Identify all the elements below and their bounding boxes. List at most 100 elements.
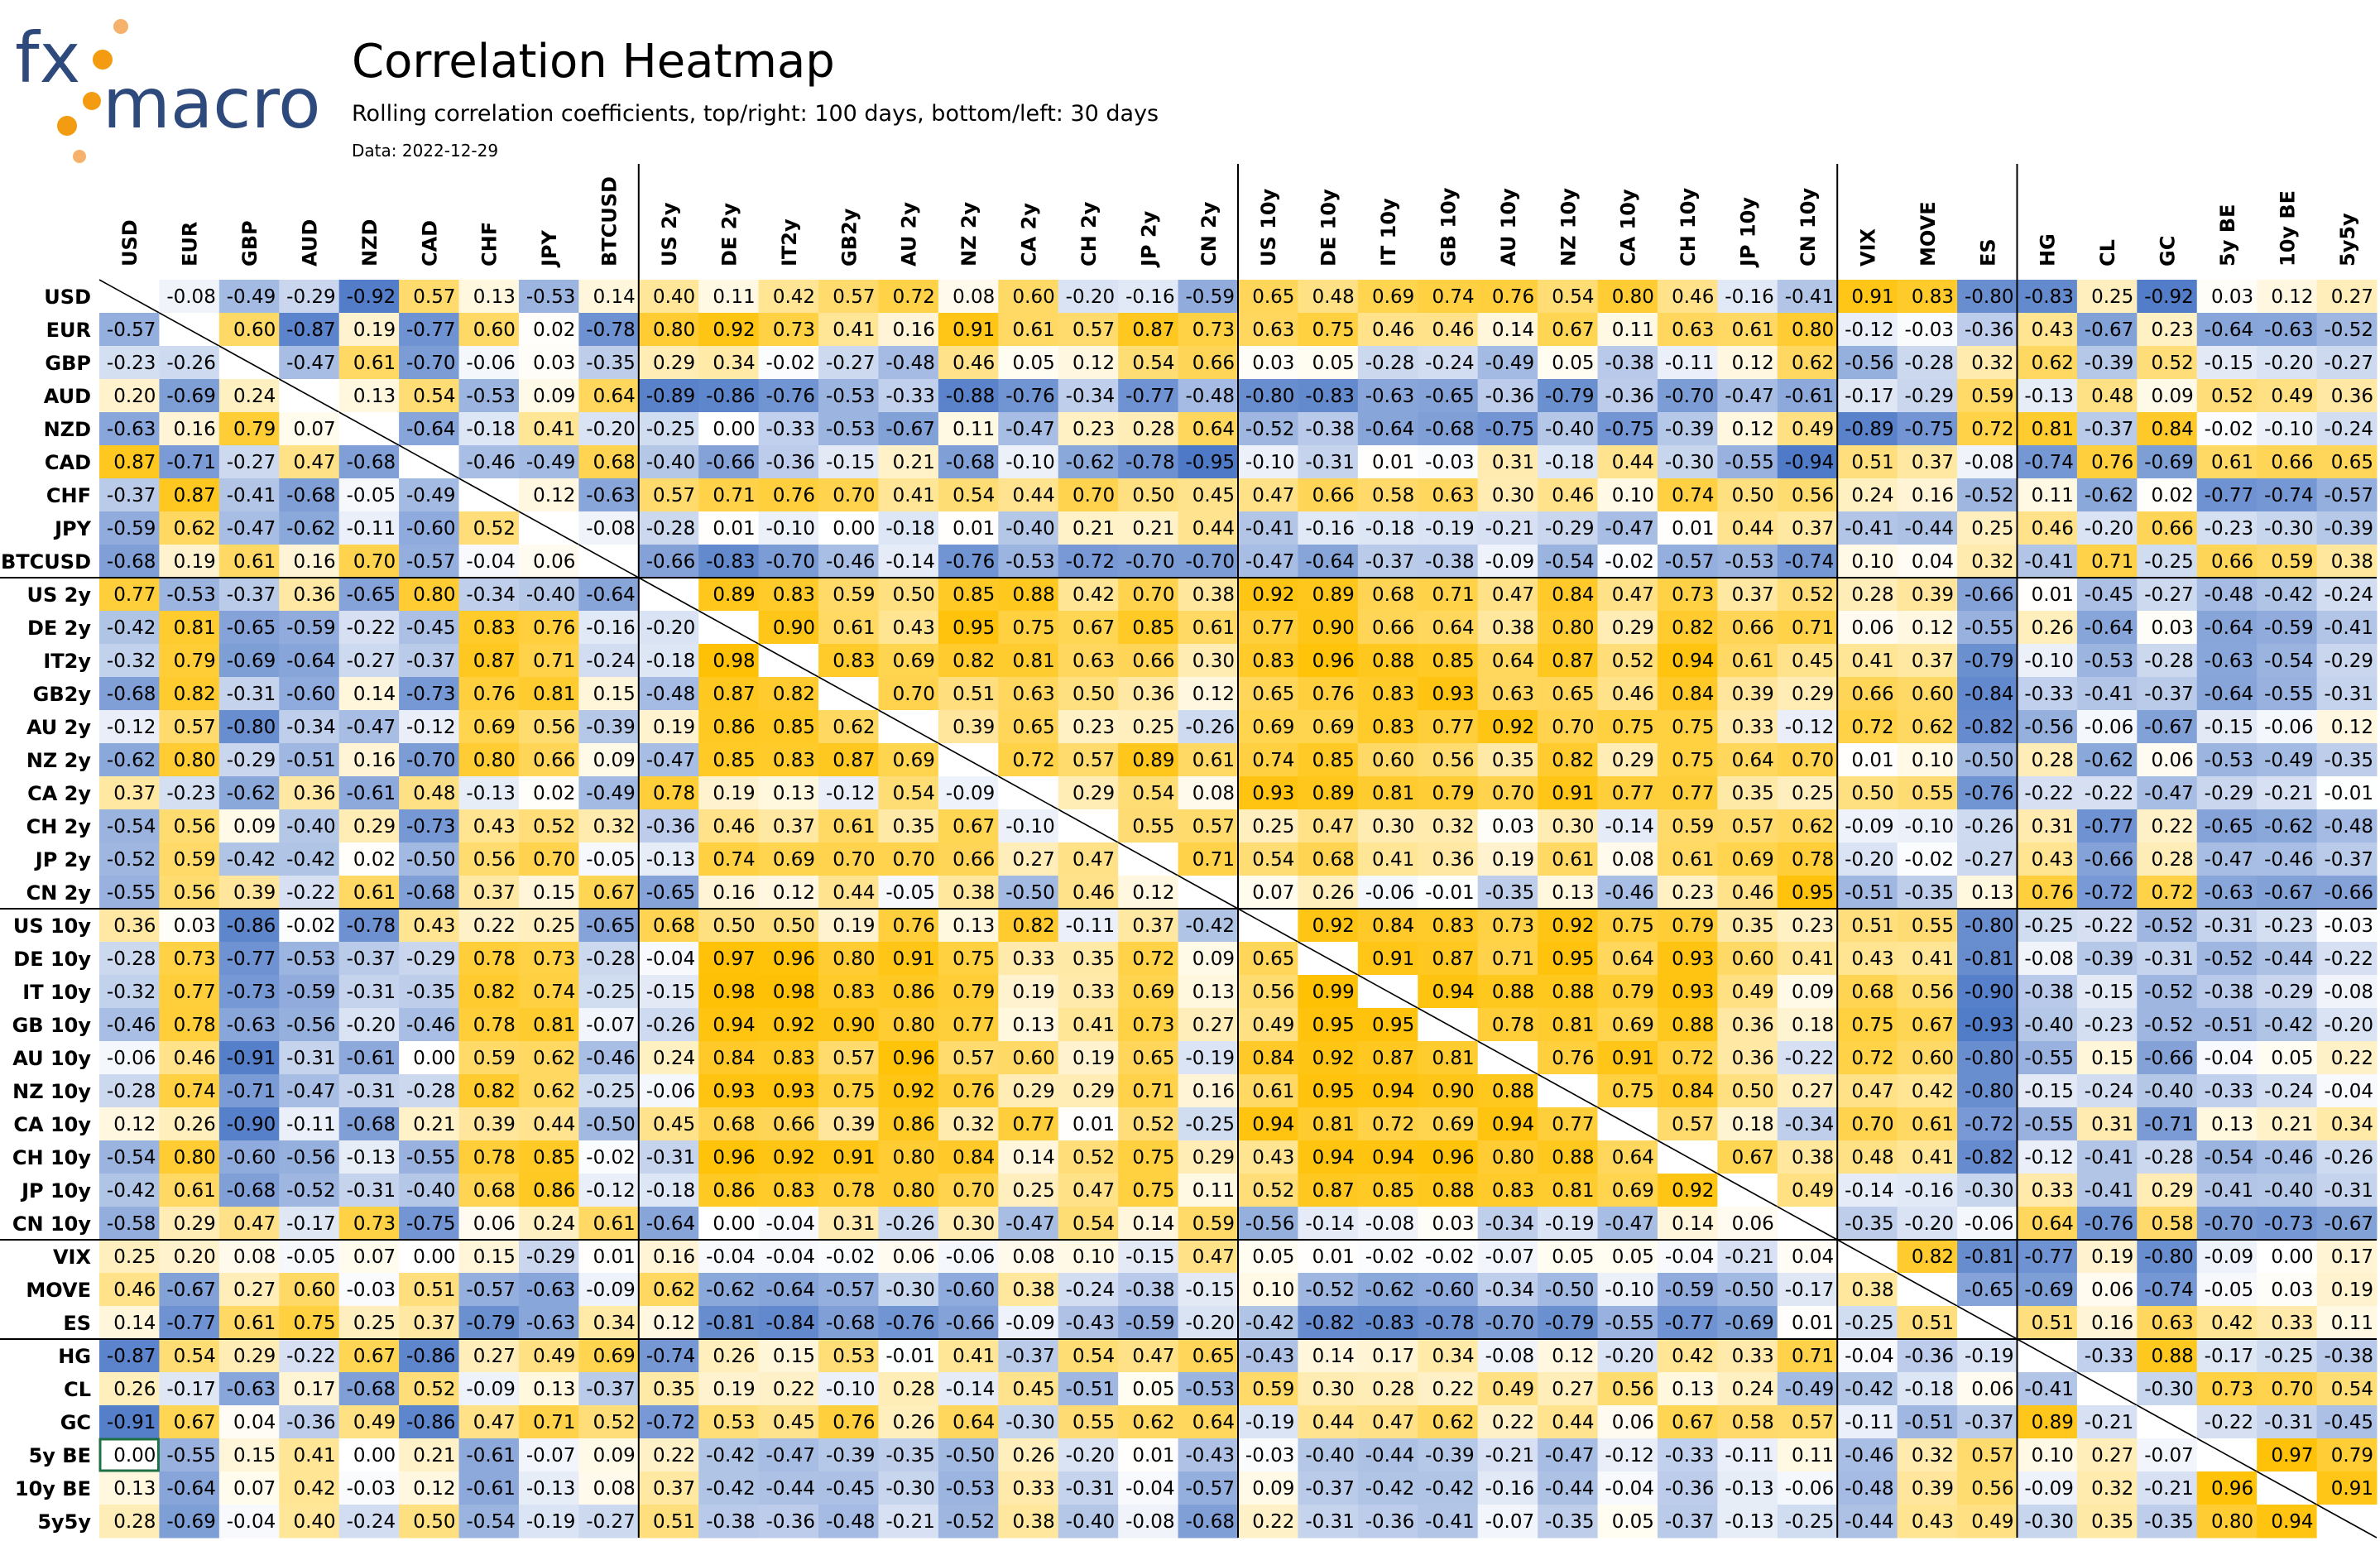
heatmap-cell-value: -0.22 <box>2085 915 2134 937</box>
heatmap-cell-value: -0.55 <box>406 1147 456 1169</box>
heatmap-cell-value: -0.04 <box>2324 1081 2373 1102</box>
heatmap-cell-value: 0.57 <box>174 717 216 738</box>
heatmap-cell-value: 0.83 <box>773 1180 815 1202</box>
heatmap-cell-value: 0.57 <box>653 485 695 506</box>
heatmap-cell <box>99 412 160 446</box>
heatmap-cell-value: -0.63 <box>2205 650 2254 672</box>
heatmap-cell-value: -0.53 <box>466 386 516 407</box>
heatmap-cell-value: -0.36 <box>1365 1511 1415 1533</box>
heatmap-cell-value: -0.40 <box>1005 518 1055 540</box>
heatmap-cell-value: 0.26 <box>1312 882 1355 904</box>
heatmap-cell-value: -0.37 <box>227 584 276 606</box>
heatmap-cell-value: 0.38 <box>1851 1279 1893 1301</box>
heatmap-cell-value: -0.76 <box>766 386 816 407</box>
heatmap-cell-value: -0.04 <box>646 948 696 970</box>
heatmap-cell-value: -0.69 <box>2024 1279 2074 1301</box>
heatmap-cell-value: -0.31 <box>227 684 276 705</box>
heatmap-cell <box>2257 346 2318 380</box>
heatmap-cell-value: -0.56 <box>286 1147 336 1169</box>
heatmap-cell <box>2137 280 2198 314</box>
heatmap-cell <box>1418 412 1479 446</box>
heatmap-cell-value: 0.80 <box>174 750 216 771</box>
heatmap-cell-value: 0.62 <box>2032 353 2074 374</box>
heatmap-cell-value: 0.74 <box>713 849 755 871</box>
heatmap-cell-value: 0.06 <box>1851 617 1893 639</box>
heatmap-cell-value: 0.52 <box>1132 1114 1174 1135</box>
row-label: DE 2y <box>27 617 91 640</box>
heatmap-cell-value: -0.60 <box>1425 1279 1475 1301</box>
heatmap-cell-value: -0.07 <box>1485 1246 1535 1268</box>
heatmap-cell-value: 0.38 <box>952 882 995 904</box>
heatmap-cell-value: -0.42 <box>107 1180 156 1202</box>
heatmap-cell-value: 0.44 <box>1552 1412 1594 1433</box>
heatmap-cell-value: 0.19 <box>1072 1048 1115 1069</box>
heatmap-cell-value: -0.68 <box>347 1114 396 1135</box>
heatmap-cell <box>218 478 280 512</box>
heatmap-cell-value: 0.69 <box>893 650 935 672</box>
heatmap-cell <box>518 346 579 380</box>
heatmap-cell-value: -0.53 <box>826 419 876 440</box>
heatmap-cell-value: 0.42 <box>293 1478 335 1500</box>
heatmap-cell-value: 0.66 <box>773 1114 815 1135</box>
heatmap-cell-value: 0.82 <box>1552 750 1594 771</box>
column-label: CN 10y <box>1797 188 1820 266</box>
heatmap-cell <box>578 379 640 413</box>
heatmap-cell-value: 0.38 <box>1792 1147 1834 1169</box>
heatmap-cell-value: 0.01 <box>1072 1114 1115 1135</box>
heatmap-cell-value: 0.87 <box>1372 1048 1414 1069</box>
heatmap-cell-value: 0.52 <box>2152 353 2194 374</box>
heatmap-cell-value: -0.25 <box>2024 915 2074 937</box>
heatmap-cell-value: 0.80 <box>473 750 516 771</box>
heatmap-cell <box>2316 545 2378 578</box>
heatmap-cell-value: -0.04 <box>227 1511 276 1533</box>
heatmap-cell-value: -0.62 <box>286 518 336 540</box>
heatmap-cell-value: 0.58 <box>1732 1412 1774 1433</box>
heatmap-cell-value: 0.81 <box>1312 1114 1355 1135</box>
heatmap-cell-value: 0.48 <box>1312 286 1355 308</box>
heatmap-cell-value: 0.12 <box>533 485 575 506</box>
heatmap-cell-value: -0.04 <box>766 1213 816 1235</box>
heatmap-cell-value: 0.14 <box>1013 1147 1055 1169</box>
heatmap-cell-value: -0.41 <box>2324 617 2373 639</box>
heatmap-cell-value: 0.47 <box>1492 584 1534 606</box>
heatmap-cell-value: 0.64 <box>952 1412 995 1433</box>
heatmap-cell <box>159 379 220 413</box>
heatmap-cell-value: 0.69 <box>1612 1180 1654 1202</box>
heatmap-cell-value: 0.93 <box>713 1081 755 1102</box>
heatmap-cell-value: 0.73 <box>2211 1379 2253 1400</box>
heatmap-cell-value: -0.40 <box>2144 1081 2194 1102</box>
heatmap-cell-value: -0.11 <box>347 518 396 540</box>
heatmap-cell-value: 0.29 <box>1612 617 1654 639</box>
heatmap-cell <box>2196 412 2258 446</box>
heatmap-cell-value: -0.42 <box>107 617 156 639</box>
heatmap-cell <box>518 379 579 413</box>
heatmap-cell-value: -0.52 <box>2205 948 2254 970</box>
heatmap-cell-value: 0.88 <box>1013 584 1055 606</box>
heatmap-cell-value: 0.98 <box>713 650 755 672</box>
heatmap-cell-value: 0.44 <box>1013 485 1055 506</box>
heatmap-cell-value: -0.43 <box>1245 1346 1295 1367</box>
heatmap-cell <box>2257 412 2318 446</box>
heatmap-cell-value: 0.73 <box>773 319 815 341</box>
heatmap-cell-value: -0.93 <box>1965 1015 2014 1036</box>
heatmap-cell-value: -0.04 <box>2205 1048 2254 1069</box>
heatmap-cell-value: 0.22 <box>473 915 516 937</box>
heatmap-cell-value: 0.29 <box>653 353 695 374</box>
heatmap-cell-value: 0.45 <box>1013 1379 1055 1400</box>
heatmap-cell <box>1657 545 1718 578</box>
heatmap-cell-value: 0.46 <box>2032 518 2074 540</box>
heatmap-cell-value: 0.19 <box>833 915 875 937</box>
heatmap-cell-value: 0.38 <box>2331 551 2373 573</box>
heatmap-cell-value: -0.64 <box>2205 617 2254 639</box>
heatmap-cell-value: -0.20 <box>1066 286 1116 308</box>
heatmap-cell-value: 0.38 <box>1013 1511 1055 1533</box>
heatmap-cell-value: -0.64 <box>2205 684 2254 705</box>
heatmap-cell-value: 0.70 <box>833 849 875 871</box>
heatmap-cell-value: -0.68 <box>227 1180 276 1202</box>
heatmap-cell <box>218 545 280 578</box>
heatmap-cell-value: 0.61 <box>593 1213 636 1235</box>
heatmap-cell-value: 0.44 <box>1732 518 1774 540</box>
heatmap-cell <box>758 313 819 347</box>
heatmap-cell-value: 0.90 <box>1432 1081 1474 1102</box>
heatmap-cell-value: 0.93 <box>1672 982 1714 1003</box>
